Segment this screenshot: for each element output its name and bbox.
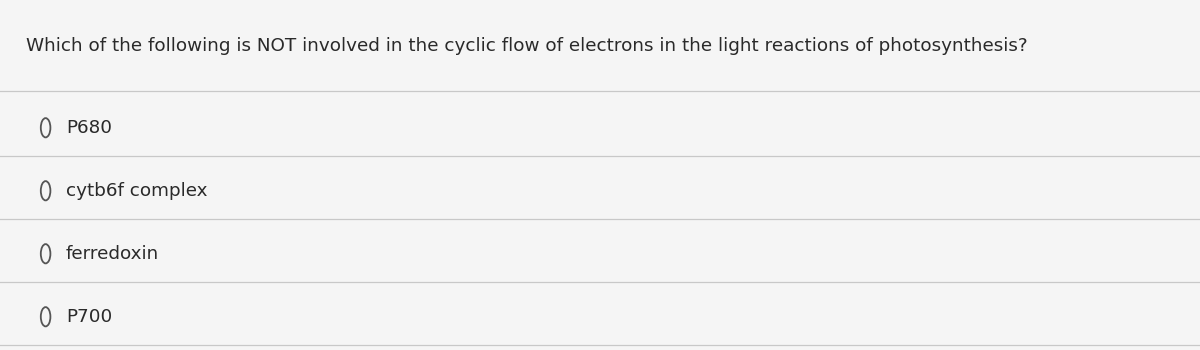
Text: P700: P700 — [66, 308, 113, 326]
Text: cytb6f complex: cytb6f complex — [66, 182, 208, 200]
Text: P680: P680 — [66, 119, 112, 137]
Text: Which of the following is NOT involved in the cyclic flow of electrons in the li: Which of the following is NOT involved i… — [26, 37, 1028, 55]
Text: ferredoxin: ferredoxin — [66, 245, 160, 263]
